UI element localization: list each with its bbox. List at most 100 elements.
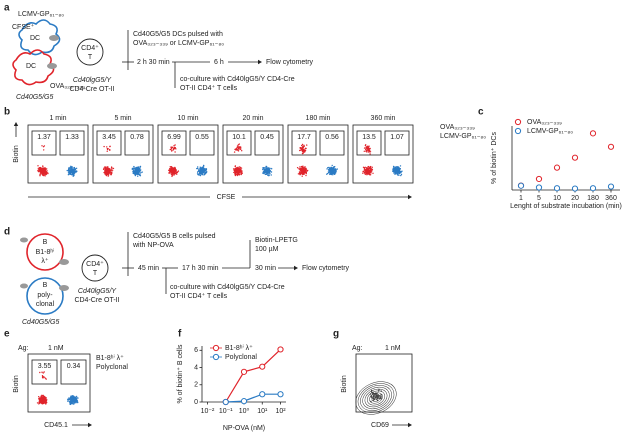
event-dot — [38, 403, 40, 405]
event-dot — [41, 403, 44, 405]
event-dot — [136, 173, 138, 175]
event-dot — [72, 175, 75, 177]
event-dot — [372, 397, 375, 400]
event-dot — [369, 153, 371, 155]
event-dot — [137, 168, 139, 170]
contour — [366, 390, 386, 406]
event-dot — [237, 171, 239, 173]
event-dot — [37, 167, 39, 170]
event-dot — [140, 172, 142, 174]
event-dot — [174, 147, 176, 149]
event-dot — [301, 166, 304, 168]
event-dot — [302, 152, 304, 155]
event-dot — [366, 151, 368, 153]
event-dot — [110, 171, 112, 174]
label: CD45.1 — [44, 422, 68, 429]
event-dot — [366, 172, 369, 175]
event-dot — [40, 396, 42, 398]
event-dot — [238, 147, 240, 149]
event-dot — [134, 174, 137, 177]
event-dot — [174, 151, 176, 153]
label: co-culture with Cd40lgG5/Y CD4-Cre — [170, 284, 285, 291]
event-dot — [301, 144, 303, 147]
label: Cd40G5/G5 DCs pulsed with — [133, 31, 223, 38]
event-dot — [266, 172, 268, 174]
event-dot — [268, 167, 270, 169]
label: B1-8ʰⁱ — [36, 248, 55, 256]
event-dot — [262, 168, 264, 171]
event-dot — [44, 173, 47, 175]
event-dot — [72, 397, 74, 399]
event-dot — [369, 166, 372, 169]
event-dot — [37, 170, 39, 172]
event-dot — [73, 167, 75, 169]
event-dot — [206, 171, 208, 173]
event-dot — [366, 147, 368, 150]
data-point — [517, 182, 525, 189]
event-dot — [71, 168, 74, 170]
legend-marker — [212, 344, 220, 352]
label: CD4-Cre OT-II — [69, 86, 114, 93]
data-point — [240, 368, 248, 375]
label: with NP-OVA — [132, 242, 174, 249]
event-dot — [104, 167, 107, 170]
label: Cd40lgG5/Y — [73, 77, 112, 84]
gate — [31, 359, 58, 385]
event-dot — [107, 174, 110, 176]
data-point — [535, 175, 543, 183]
arrow-head — [88, 422, 92, 428]
event-dot — [332, 170, 335, 172]
event-dot — [103, 145, 105, 148]
event-dot — [75, 398, 77, 401]
event-dot — [37, 165, 39, 167]
event-dot — [239, 148, 241, 151]
label: a — [4, 3, 10, 14]
event-dot — [74, 168, 76, 170]
b-cell — [26, 233, 64, 271]
label: g — [333, 329, 339, 340]
label: 10⁻¹ — [219, 408, 233, 415]
event-dot — [300, 170, 303, 173]
label: 10 min — [177, 115, 198, 122]
event-dot — [239, 170, 241, 173]
contour — [371, 394, 381, 402]
event-dot — [45, 402, 47, 404]
event-dot — [394, 168, 396, 170]
event-dot — [369, 174, 372, 176]
data-point — [553, 185, 561, 192]
event-dot — [370, 168, 372, 170]
event-dot — [363, 170, 365, 173]
label: B — [43, 239, 48, 246]
label: 2 h 30 min — [137, 59, 170, 66]
event-dot — [268, 169, 270, 171]
event-dot — [203, 172, 205, 174]
event-dot — [396, 170, 398, 172]
event-dot — [240, 169, 242, 171]
event-dot — [201, 173, 203, 175]
label: co-culture with Cd40lgG5/Y CD4-Cre — [180, 76, 295, 83]
event-dot — [73, 397, 76, 400]
event-dot — [297, 173, 300, 175]
event-dot — [200, 171, 203, 173]
event-dot — [169, 167, 171, 170]
event-dot — [44, 174, 46, 176]
t-cell — [81, 254, 109, 282]
event-dot — [363, 167, 365, 169]
event-dot — [106, 146, 108, 148]
arrow-head — [13, 122, 19, 126]
event-dot — [240, 173, 242, 176]
label: % of biotin⁺ DCs — [490, 132, 498, 184]
label: % of biotin⁺ B cells — [176, 344, 184, 403]
label: 13.5 — [362, 134, 376, 141]
event-dot — [41, 400, 43, 402]
event-dot — [66, 169, 68, 172]
gate — [161, 130, 187, 156]
event-dot — [174, 144, 176, 146]
event-dot — [177, 170, 180, 172]
event-dot — [299, 166, 301, 168]
label: λ⁺ — [41, 257, 49, 265]
event-dot — [171, 149, 173, 152]
event-dot — [102, 168, 105, 170]
contour — [355, 381, 397, 415]
label: 30 min — [255, 265, 276, 272]
